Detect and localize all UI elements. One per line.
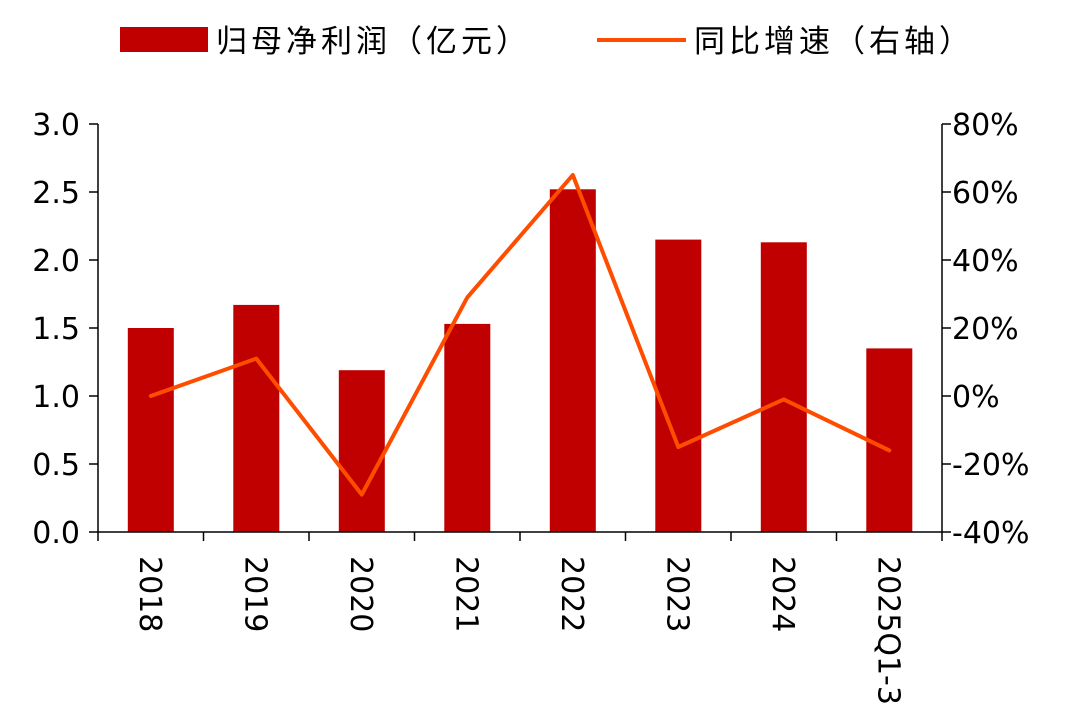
bar-series-net-profit — [127, 189, 913, 533]
right-tick-label: -40% — [952, 516, 1030, 551]
bar-2018 — [127, 328, 174, 532]
x-tick-label: 2018 — [132, 556, 167, 632]
right-tick-label: 40% — [952, 244, 1019, 279]
left-axis-ticks: 0.0 0.5 1.0 1.5 2.0 2.5 3.0 — [32, 108, 98, 551]
right-axis-ticks: -40% -20% 0% 20% 40% 60% 80% — [942, 108, 1030, 551]
bar-2019 — [233, 304, 280, 532]
x-tick-label: 2019 — [237, 556, 272, 632]
bar-2022 — [549, 189, 596, 533]
left-tick-label: 2.5 — [32, 176, 80, 211]
chart-legend: 归母净利润（亿元） 同比增速（右轴） — [120, 24, 974, 60]
legend-label-net-profit: 归母净利润（亿元） — [216, 24, 531, 60]
x-tick-label: 2025Q1-3 — [870, 556, 905, 705]
left-tick-label: 0.5 — [32, 448, 80, 483]
x-tick-label: 2021 — [448, 556, 483, 632]
bar-2023 — [655, 239, 702, 532]
right-tick-label: -20% — [952, 448, 1030, 483]
left-tick-label: 1.5 — [32, 312, 80, 347]
right-tick-label: 80% — [952, 108, 1019, 143]
legend-swatch-net-profit — [120, 27, 208, 52]
legend-label-growth: 同比增速（右轴） — [694, 24, 974, 60]
right-tick-label: 0% — [952, 380, 1000, 415]
bar-2024 — [760, 242, 807, 533]
left-tick-label: 0.0 — [32, 516, 80, 551]
chart-axes — [97, 124, 943, 533]
x-tick-label: 2024 — [765, 556, 800, 632]
bar-2025Q1-3 — [866, 348, 913, 532]
left-tick-label: 1.0 — [32, 380, 80, 415]
x-tick-label: 2023 — [659, 556, 694, 632]
left-tick-label: 2.0 — [32, 244, 80, 279]
right-tick-label: 20% — [952, 312, 1019, 347]
x-axis-ticks: 2018 2019 2020 2021 2022 2023 2024 2025Q1-3 — [97, 532, 943, 705]
bar-2021 — [444, 323, 491, 532]
bar-2020 — [338, 370, 385, 532]
line-series-growth — [148, 173, 892, 497]
growth-line — [148, 173, 892, 497]
x-tick-label: 2020 — [343, 556, 378, 632]
left-tick-label: 3.0 — [32, 108, 80, 143]
x-tick-label: 2022 — [554, 556, 589, 632]
right-tick-label: 60% — [952, 176, 1019, 211]
